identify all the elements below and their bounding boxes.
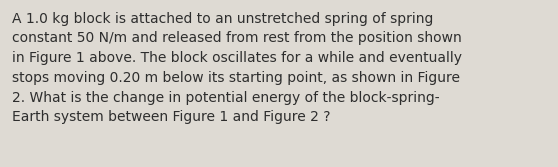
Text: A 1.0 kg block is attached to an unstretched spring of spring
constant 50 N/m an: A 1.0 kg block is attached to an unstret…	[12, 12, 462, 124]
